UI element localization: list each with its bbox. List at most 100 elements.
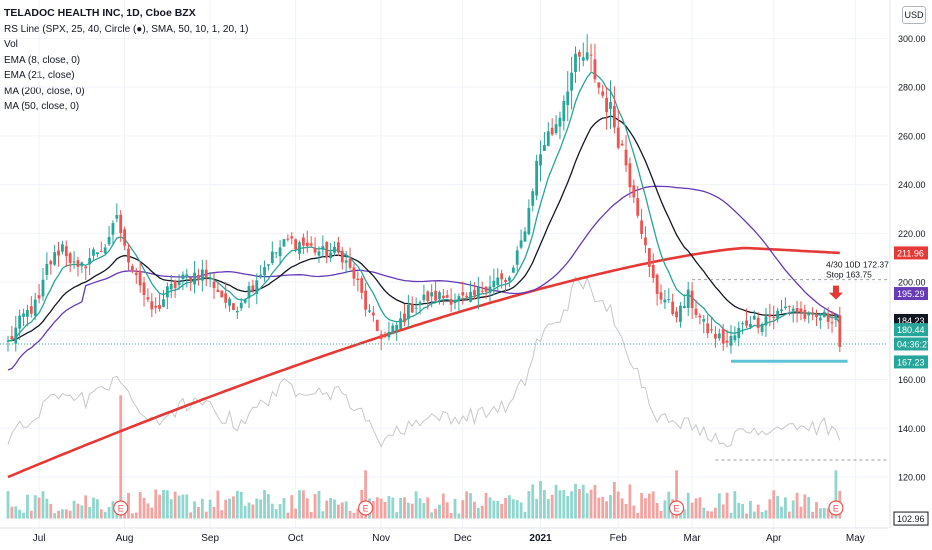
candle-body-24 [99,250,103,252]
price-tag-text-5: 167.23 [897,357,925,367]
candle-body-38 [154,305,158,308]
volume-bar-108 [426,497,430,519]
candle-body-91 [360,278,364,293]
volume-bar-197 [772,490,776,519]
candle-body-176 [690,290,694,309]
moving-averages [7,71,841,479]
candle-body-131 [515,250,519,265]
volume-bar-110 [434,508,437,519]
volume-bar-81 [321,511,325,519]
volume-bar-164 [644,498,647,519]
candle-82 [325,241,329,264]
candle-192 [752,310,756,320]
legend-rs-line[interactable]: RS Line (SPX, 25, 40, Circle (●), SMA, 5… [4,23,249,35]
candle-body-132 [519,240,523,248]
legend-ema-8[interactable]: EMA (8, close, 0) [4,54,81,66]
volume-bar-87 [344,501,348,519]
candle-body-204 [799,308,803,313]
volume-bar-117 [461,500,465,519]
volume-bar-48 [193,501,196,519]
candle-23 [96,252,99,257]
candle-40 [162,289,165,308]
candle-body-79 [313,248,317,253]
time-tick-2: Sep [201,533,219,544]
candle-180 [706,314,710,338]
candle-body-83 [329,252,333,259]
candle-48 [193,260,196,294]
candle-body-56 [224,293,228,303]
candle-27 [111,220,115,245]
candle-body-99 [391,325,395,334]
volume-bar-6 [29,510,33,519]
candle-98 [387,321,391,341]
candle-body-133 [523,231,527,242]
candle-173 [679,302,682,328]
candle-body-206 [807,312,811,316]
time-axis[interactable]: Jul Aug Sep Oct Nov Dec 2021 Feb Mar Apr May [0,527,888,544]
candle-body-115 [453,300,457,304]
candle-body-95 [375,319,379,331]
candle-41 [165,282,169,310]
volume-bar-12 [53,513,57,519]
time-tick-9: Apr [766,533,782,544]
candle-2 [14,315,18,352]
volume-bar-64 [255,498,259,519]
candle-body-90 [356,278,360,281]
candle-body-37 [150,301,154,310]
currency-badge[interactable]: USD [902,6,926,24]
price-tag-1: 195.29 [894,287,928,301]
volume-bar-7 [33,495,37,519]
candle-17 [72,251,76,269]
candle-109 [430,284,434,308]
volume-bar-137 [539,480,542,519]
volume-bar-22 [92,497,95,519]
volume-bar-25 [103,511,107,519]
candle-85 [336,236,340,257]
candle-142 [558,111,562,140]
volume-bar-101 [399,497,402,519]
candle-body-112 [441,295,445,299]
candle-body-147 [577,52,581,57]
legend-volume[interactable]: Vol [4,39,18,50]
candle-126 [496,268,500,294]
volume-bar-151 [593,485,597,519]
candle-114 [449,288,453,312]
volume-bar-210 [822,507,826,519]
volume-bar-189 [741,503,745,519]
volume-bar-196 [768,499,772,519]
volume-bar-0 [6,491,10,519]
volume-bar-132 [519,502,523,519]
candle-112 [441,288,445,306]
candle-body-71 [282,239,286,247]
candle-body-89 [352,267,356,279]
candle-body-94 [371,312,375,316]
candle-105 [414,297,418,315]
legend-ma-200[interactable]: MA (200, close, 0) [4,85,85,97]
volume-bar-5 [26,494,29,519]
candle-113 [445,290,449,299]
volume-bar-118 [465,491,469,519]
candle-99 [391,322,395,335]
volume-bar-177 [694,498,698,519]
volume-bar-194 [760,512,764,519]
volume-bar-135 [531,484,535,519]
volume-bar-205 [803,494,807,519]
candle-155 [609,80,612,129]
legend-ma-50[interactable]: MA (50, close, 0) [4,101,80,112]
candle-body-212 [830,322,834,324]
price-axis[interactable]: 120.00140.00160.00180.00200.00220.00240.… [889,0,932,528]
candle-body-152 [597,82,601,88]
candle-18 [76,256,80,277]
price-tag-bg-5 [894,355,928,369]
candle-175 [686,281,690,317]
candle-145 [570,56,574,110]
candle-147 [577,49,581,72]
candle-158 [620,139,624,146]
volume-bar-136 [535,498,539,519]
candle-body-51 [204,269,208,278]
candle-body-189 [741,323,745,325]
candle-24 [99,241,103,253]
volume-bar-19 [80,505,84,519]
